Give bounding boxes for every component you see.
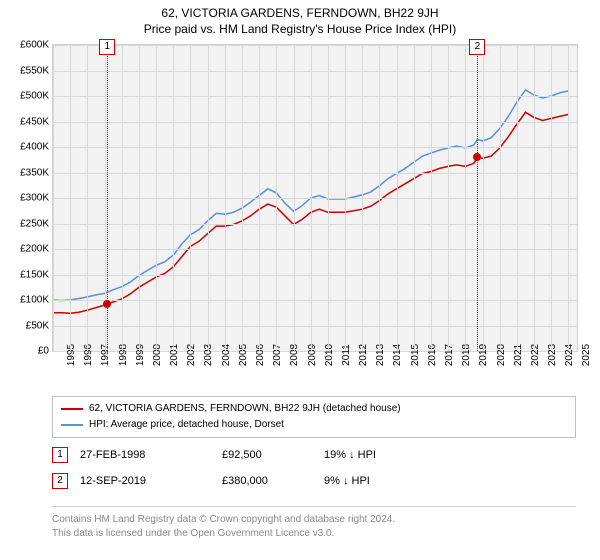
gridline-vertical <box>53 45 54 351</box>
gridline-vertical <box>568 45 569 351</box>
sale-row-price: £92,500 <box>222 449 312 461</box>
y-axis-label: £0 <box>38 346 49 357</box>
gridline-horizontal <box>53 275 577 276</box>
sale-row-date: 27-FEB-1998 <box>80 449 210 461</box>
y-axis-label: £400K <box>20 142 49 153</box>
gridline-vertical <box>379 45 380 351</box>
y-axis-label: £350K <box>20 167 49 178</box>
gridline-vertical <box>414 45 415 351</box>
y-axis-label: £550K <box>20 65 49 76</box>
sale-row-index: 1 <box>52 447 68 463</box>
gridline-horizontal <box>53 147 577 148</box>
chart-subtitle: Price paid vs. HM Land Registry's House … <box>0 20 600 42</box>
gridline-vertical <box>397 45 398 351</box>
gridline-horizontal <box>53 249 577 250</box>
y-axis-label: £600K <box>20 40 49 51</box>
sale-row: 1 27-FEB-1998 £92,500 19% ↓ HPI <box>52 442 576 468</box>
gridline-horizontal <box>53 326 577 327</box>
footer-attribution: Contains HM Land Registry data © Crown c… <box>52 506 576 541</box>
gridline-vertical <box>534 45 535 351</box>
gridline-vertical <box>259 45 260 351</box>
gridline-vertical <box>276 45 277 351</box>
y-axis-label: £100K <box>20 295 49 306</box>
sale-row-date: 12-SEP-2019 <box>80 475 210 487</box>
gridline-vertical <box>551 45 552 351</box>
gridline-vertical <box>70 45 71 351</box>
gridline-vertical <box>362 45 363 351</box>
gridline-horizontal <box>53 173 577 174</box>
gridline-vertical <box>500 45 501 351</box>
legend-label: HPI: Average price, detached house, Dors… <box>89 417 284 433</box>
sales-table: 1 27-FEB-1998 £92,500 19% ↓ HPI 2 12-SEP-2019… <box>52 442 576 494</box>
gridline-vertical <box>328 45 329 351</box>
legend-swatch <box>61 408 83 410</box>
gridline-horizontal <box>53 300 577 301</box>
legend: 62, VICTORIA GARDENS, FERNDOWN, BH22 9JH… <box>52 396 576 438</box>
footer-line-1: Contains HM Land Registry data © Crown c… <box>52 513 576 527</box>
gridline-vertical <box>431 45 432 351</box>
y-axis-label: £300K <box>20 193 49 204</box>
gridline-vertical <box>465 45 466 351</box>
legend-swatch <box>61 424 83 426</box>
gridline-vertical <box>345 45 346 351</box>
legend-label: 62, VICTORIA GARDENS, FERNDOWN, BH22 9JH… <box>89 401 401 417</box>
gridline-vertical <box>483 45 484 351</box>
gridline-vertical <box>294 45 295 351</box>
legend-item: 62, VICTORIA GARDENS, FERNDOWN, BH22 9JH… <box>61 401 567 417</box>
sale-reference-line <box>477 45 478 351</box>
gridline-vertical <box>173 45 174 351</box>
gridline-vertical <box>242 45 243 351</box>
chart-title: 62, VICTORIA GARDENS, FERNDOWN, BH22 9JH <box>0 0 600 20</box>
sale-row: 2 12-SEP-2019 £380,000 9% ↓ HPI <box>52 468 576 494</box>
gridline-vertical <box>122 45 123 351</box>
sale-marker <box>103 300 111 308</box>
sale-badge: 1 <box>99 39 115 55</box>
gridline-vertical <box>139 45 140 351</box>
gridline-vertical <box>156 45 157 351</box>
sale-badge: 2 <box>469 39 485 55</box>
gridline-horizontal <box>53 71 577 72</box>
legend-item: HPI: Average price, detached house, Dors… <box>61 417 567 433</box>
sale-marker <box>473 153 481 161</box>
sale-row-index: 2 <box>52 473 68 489</box>
y-axis-label: £50K <box>26 320 49 331</box>
gridline-horizontal <box>53 224 577 225</box>
y-axis-label: £500K <box>20 91 49 102</box>
y-axis-label: £250K <box>20 218 49 229</box>
gridline-vertical <box>190 45 191 351</box>
gridline-vertical <box>517 45 518 351</box>
gridline-vertical <box>311 45 312 351</box>
gridline-horizontal <box>53 198 577 199</box>
plot-area: £0£50K£100K£150K£200K£250K£300K£350K£400… <box>52 44 578 352</box>
y-axis-label: £200K <box>20 244 49 255</box>
footer-line-2: This data is licensed under the Open Gov… <box>52 527 576 541</box>
y-axis-label: £150K <box>20 269 49 280</box>
gridline-horizontal <box>53 122 577 123</box>
gridline-vertical <box>225 45 226 351</box>
x-axis-label: 2025 <box>568 344 592 366</box>
gridline-horizontal <box>53 45 577 46</box>
sale-row-diff: 19% ↓ HPI <box>324 449 434 461</box>
gridline-vertical <box>448 45 449 351</box>
y-axis-label: £450K <box>20 116 49 127</box>
gridline-vertical <box>208 45 209 351</box>
gridline-vertical <box>87 45 88 351</box>
gridline-horizontal <box>53 96 577 97</box>
sale-row-diff: 9% ↓ HPI <box>324 475 434 487</box>
chart-container: 62, VICTORIA GARDENS, FERNDOWN, BH22 9JH… <box>0 0 600 560</box>
sale-row-price: £380,000 <box>222 475 312 487</box>
